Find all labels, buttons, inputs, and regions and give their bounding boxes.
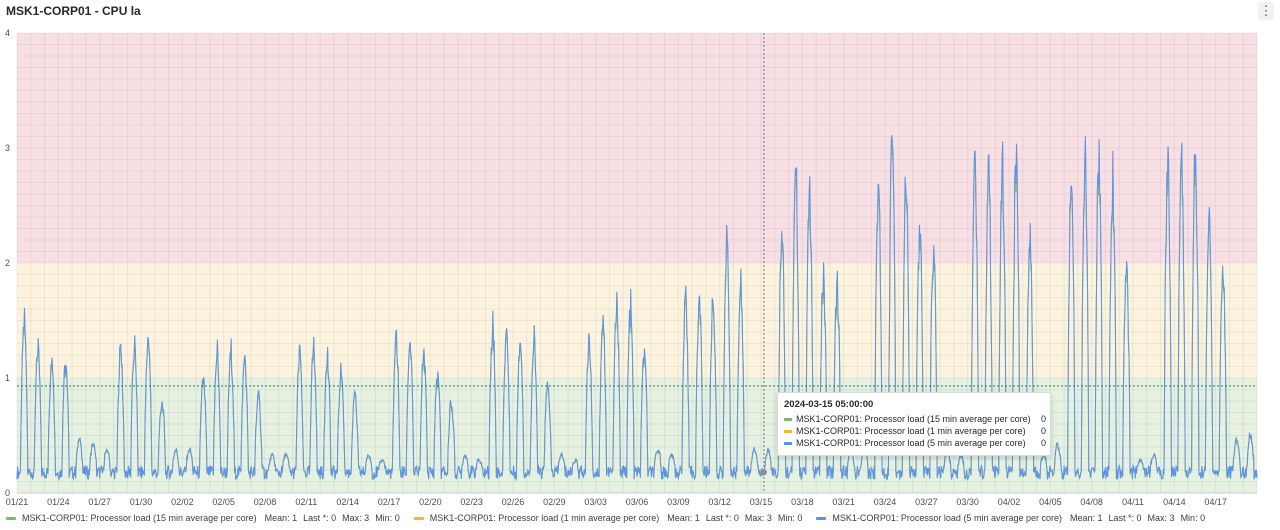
- tooltip-value-5min: 0: [1040, 438, 1046, 448]
- tooltip-swatch-1min: [784, 429, 792, 433]
- x-tick-label: 02/02: [171, 497, 194, 507]
- x-tick-label: 04/17: [1204, 497, 1227, 507]
- x-tick-label: 02/20: [419, 497, 442, 507]
- y-tick-label: 2: [5, 258, 10, 268]
- x-tick-label: 02/11: [295, 497, 317, 507]
- legend-max-15min: Max: 3: [342, 513, 370, 523]
- x-tick-label: 02/17: [378, 497, 401, 507]
- y-tick-label: 0: [5, 488, 10, 498]
- series-line-5min: [16, 135, 1258, 482]
- legend-max-5min: Max: 3: [1147, 513, 1175, 523]
- legend-swatch-15min: [6, 516, 16, 520]
- x-tick-label: 02/05: [212, 497, 235, 507]
- x-tick-label: 04/02: [998, 497, 1021, 507]
- tooltip-swatch-5min: [784, 441, 792, 445]
- x-tick-label: 02/23: [460, 497, 483, 507]
- legend-item-1min[interactable]: MSK1-CORP01: Processor load (1 min avera…: [413, 513, 809, 523]
- x-tick-label: 02/29: [543, 497, 566, 507]
- legend-last-5min: Last *: 0: [1108, 513, 1142, 523]
- panel-header: MSK1-CORP01 - CPU la ⋮: [0, 0, 1280, 22]
- legend-last-1min: Last *: 0: [705, 513, 739, 523]
- y-tick-label: 1: [5, 373, 10, 383]
- tooltip-label-15min: MSK1-CORP01: Processor load (15 min aver…: [796, 414, 1031, 424]
- x-tick-label: 03/21: [832, 497, 855, 507]
- threshold-band-yellow: [17, 263, 1257, 378]
- x-tick-label: 03/12: [708, 497, 731, 507]
- tooltip-row-15min: MSK1-CORP01: Processor load (15 min aver…: [784, 413, 1046, 425]
- chart-legend: MSK1-CORP01: Processor load (15 min aver…: [6, 511, 1219, 525]
- legend-swatch-1min: [413, 516, 424, 520]
- tooltip-value-1min: 0: [1040, 426, 1046, 436]
- hover-tooltip: 2024-03-15 05:00:00 MSK1-CORP01: Process…: [777, 392, 1051, 456]
- legend-mean-1min: Mean: 1: [667, 513, 700, 523]
- x-tick-label: 03/24: [874, 497, 897, 507]
- tooltip-time: 2024-03-15 05:00:00: [784, 399, 874, 410]
- x-tick-label: 03/06: [626, 497, 649, 507]
- tooltip-row-1min: MSK1-CORP01: Processor load (1 min avera…: [784, 425, 1046, 437]
- x-tick-label: 04/05: [1039, 497, 1062, 507]
- tooltip-row-5min: MSK1-CORP01: Processor load (5 min avera…: [784, 437, 1046, 449]
- legend-label-1min: MSK1-CORP01: Processor load (1 min avera…: [429, 513, 660, 523]
- x-tick-label: 03/18: [791, 497, 814, 507]
- tooltip-swatch-15min: [784, 417, 792, 421]
- x-tick-label: 01/30: [130, 497, 153, 507]
- x-tick-label: 01/21: [6, 497, 29, 507]
- legend-label-15min: MSK1-CORP01: Processor load (15 min aver…: [22, 513, 257, 523]
- x-tick-label: 03/15: [750, 497, 773, 507]
- cpu-load-chart[interactable]: 0 1 2 3 4 01/21 01/24 01/27 01/30 02/02 02/05 02/08…: [0, 22, 1280, 510]
- legend-label-5min: MSK1-CORP01: Processor load (5 min avera…: [832, 513, 1062, 523]
- legend-mean-15min: Mean: 1: [264, 513, 298, 523]
- x-tick-label: 03/27: [915, 497, 938, 507]
- legend-min-15min: Min: 0: [375, 513, 400, 523]
- panel-menu-icon[interactable]: ⋮: [1258, 2, 1274, 20]
- hover-point: [760, 469, 767, 476]
- x-tick-label: 04/14: [1163, 497, 1186, 507]
- x-tick-label: 02/14: [336, 497, 359, 507]
- x-tick-label: 02/08: [254, 497, 277, 507]
- legend-max-1min: Max: 3: [744, 513, 772, 523]
- legend-min-5min: Min: 0: [1180, 513, 1206, 523]
- x-tick-label: 01/24: [47, 497, 70, 507]
- tooltip-label-1min: MSK1-CORP01: Processor load (1 min avera…: [796, 426, 1026, 436]
- legend-mean-5min: Mean: 1: [1069, 513, 1103, 523]
- y-tick-label: 4: [5, 28, 10, 38]
- x-tick-label: 03/03: [584, 497, 607, 507]
- legend-item-5min[interactable]: MSK1-CORP01: Processor load (5 min avera…: [816, 513, 1211, 523]
- threshold-band-red: [17, 33, 1257, 263]
- panel-title: MSK1-CORP01 - CPU la: [6, 4, 141, 18]
- legend-item-15min[interactable]: MSK1-CORP01: Processor load (15 min aver…: [6, 513, 406, 523]
- tooltip-label-5min: MSK1-CORP01: Processor load (5 min avera…: [796, 438, 1026, 448]
- x-tick-label: 04/08: [1080, 497, 1103, 507]
- x-tick-label: 03/30: [956, 497, 979, 507]
- x-tick-label: 04/11: [1122, 497, 1144, 507]
- x-tick-label: 01/27: [88, 497, 111, 507]
- x-tick-label: 02/26: [502, 497, 525, 507]
- legend-min-1min: Min: 0: [777, 513, 803, 523]
- x-tick-label: 03/09: [667, 497, 690, 507]
- tooltip-value-15min: 0: [1040, 414, 1046, 424]
- legend-last-15min: Last *: 0: [303, 513, 337, 523]
- legend-swatch-5min: [816, 516, 827, 520]
- y-tick-label: 3: [5, 143, 10, 153]
